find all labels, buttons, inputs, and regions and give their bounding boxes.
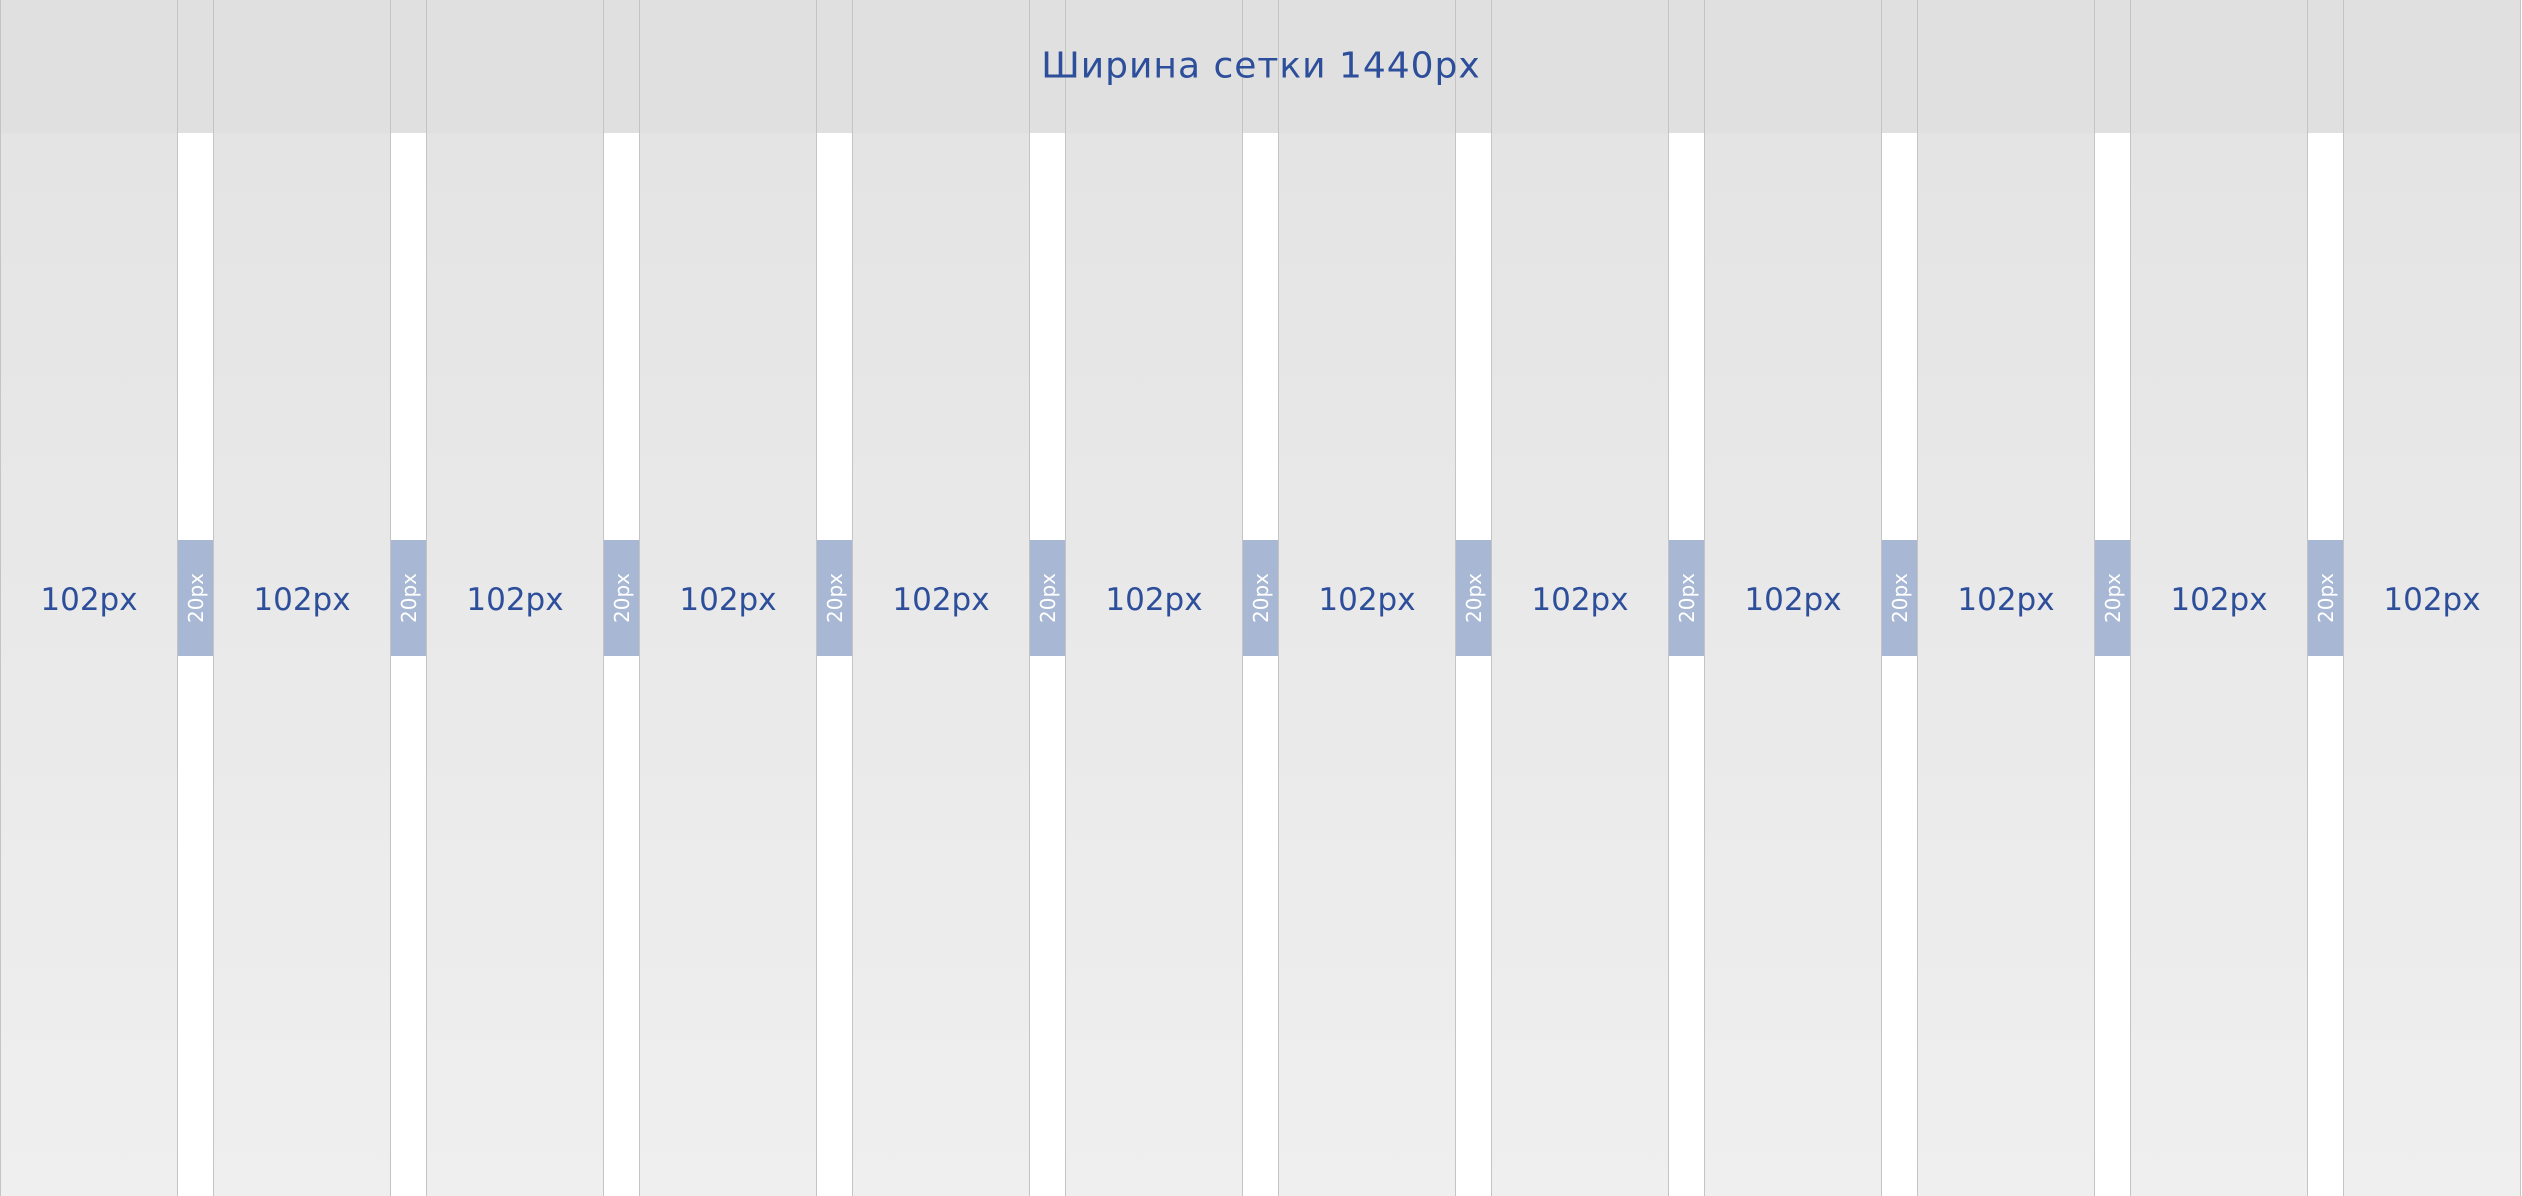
gutter-badge: 20px	[178, 540, 213, 656]
gutter-badge: 20px	[1243, 540, 1278, 656]
gutter-width-label: 20px	[1035, 573, 1060, 623]
column-width-label: 102px	[1744, 582, 1842, 618]
gutter: 20px	[817, 0, 852, 1196]
gutter-badge: 20px	[1030, 540, 1065, 656]
grid-column: 102px	[0, 0, 178, 1196]
gutter-badge: 20px	[2308, 540, 2343, 656]
column-width-label: 102px	[253, 582, 351, 618]
gutter-badge: 20px	[2095, 540, 2130, 656]
grid-column: 102px	[213, 0, 391, 1196]
column-width-label: 102px	[2383, 582, 2481, 618]
gutter: 20px	[178, 0, 213, 1196]
grid-column: 102px	[639, 0, 817, 1196]
gutter: 20px	[2095, 0, 2130, 1196]
column-width-label: 102px	[466, 582, 564, 618]
gutter: 20px	[1669, 0, 1704, 1196]
gutter-badge: 20px	[1882, 540, 1917, 656]
column-width-label: 102px	[892, 582, 990, 618]
gutter-width-label: 20px	[2313, 573, 2338, 623]
grid-column: 102px	[1278, 0, 1456, 1196]
gutter-width-label: 20px	[1887, 573, 1912, 623]
gutter-width-label: 20px	[183, 573, 208, 623]
column-width-label: 102px	[679, 582, 777, 618]
gutter: 20px	[604, 0, 639, 1196]
grid-column: 102px	[1065, 0, 1243, 1196]
grid-column: 102px	[1917, 0, 2095, 1196]
gutter: 20px	[1882, 0, 1917, 1196]
grid-column: 102px	[1704, 0, 1882, 1196]
gutter-badge: 20px	[391, 540, 426, 656]
gutter-width-label: 20px	[609, 573, 634, 623]
gutter-badge: 20px	[817, 540, 852, 656]
column-width-label: 102px	[1105, 582, 1203, 618]
column-width-label: 102px	[1531, 582, 1629, 618]
gutter-width-label: 20px	[396, 573, 421, 623]
gutter: 20px	[2308, 0, 2343, 1196]
gutter: 20px	[1030, 0, 1065, 1196]
gutter-width-label: 20px	[1461, 573, 1486, 623]
gutter: 20px	[1243, 0, 1278, 1196]
column-width-label: 102px	[1957, 582, 2055, 618]
column-width-label: 102px	[2170, 582, 2268, 618]
column-width-label: 102px	[40, 582, 138, 618]
gutter-width-label: 20px	[1248, 573, 1273, 623]
gutter-width-label: 20px	[2100, 573, 2125, 623]
gutter-width-label: 20px	[822, 573, 847, 623]
gutter-badge: 20px	[1669, 540, 1704, 656]
gutter-badge: 20px	[604, 540, 639, 656]
grid-column: 102px	[2343, 0, 2521, 1196]
grid-title: Ширина сетки 1440px	[1041, 45, 1481, 87]
gutter-badge: 20px	[1456, 540, 1491, 656]
grid-column: 102px	[2130, 0, 2308, 1196]
column-width-label: 102px	[1318, 582, 1416, 618]
gutter: 20px	[391, 0, 426, 1196]
grid-column: 102px	[852, 0, 1030, 1196]
grid-column: 102px	[1491, 0, 1669, 1196]
gutter: 20px	[1456, 0, 1491, 1196]
grid-column: 102px	[426, 0, 604, 1196]
gutter-width-label: 20px	[1674, 573, 1699, 623]
